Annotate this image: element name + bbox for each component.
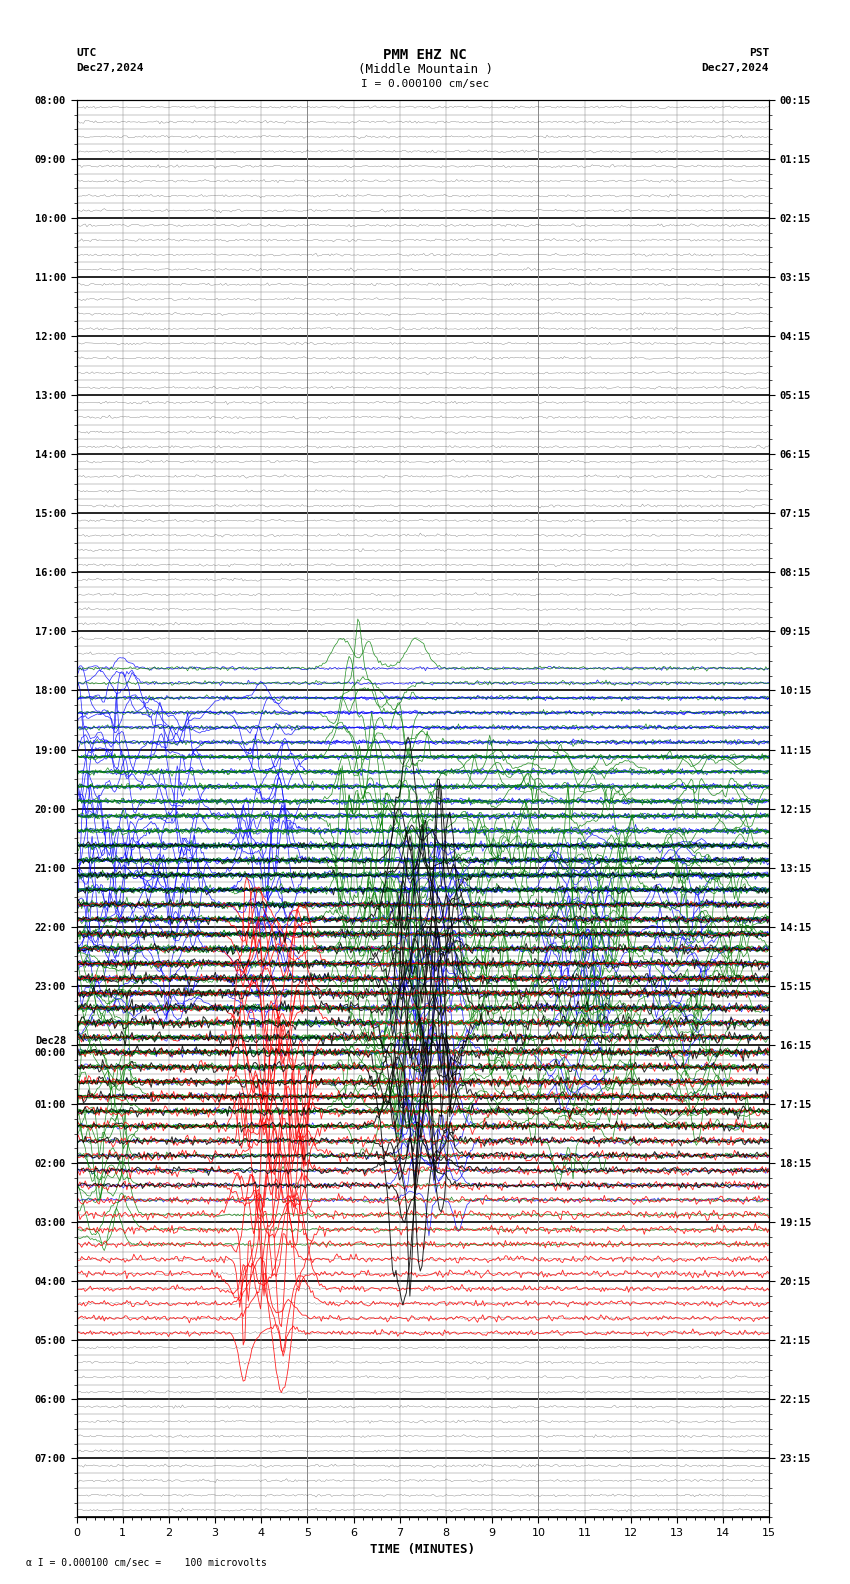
Text: (Middle Mountain ): (Middle Mountain ) [358, 63, 492, 76]
Text: Dec27,2024: Dec27,2024 [702, 63, 769, 73]
Text: PST: PST [749, 48, 769, 57]
Text: α I = 0.000100 cm/sec =    100 microvolts: α I = 0.000100 cm/sec = 100 microvolts [26, 1559, 266, 1568]
Text: UTC: UTC [76, 48, 97, 57]
X-axis label: TIME (MINUTES): TIME (MINUTES) [371, 1543, 475, 1557]
Text: PMM EHZ NC: PMM EHZ NC [383, 48, 467, 62]
Text: Dec27,2024: Dec27,2024 [76, 63, 144, 73]
Text: I = 0.000100 cm/sec: I = 0.000100 cm/sec [361, 79, 489, 89]
